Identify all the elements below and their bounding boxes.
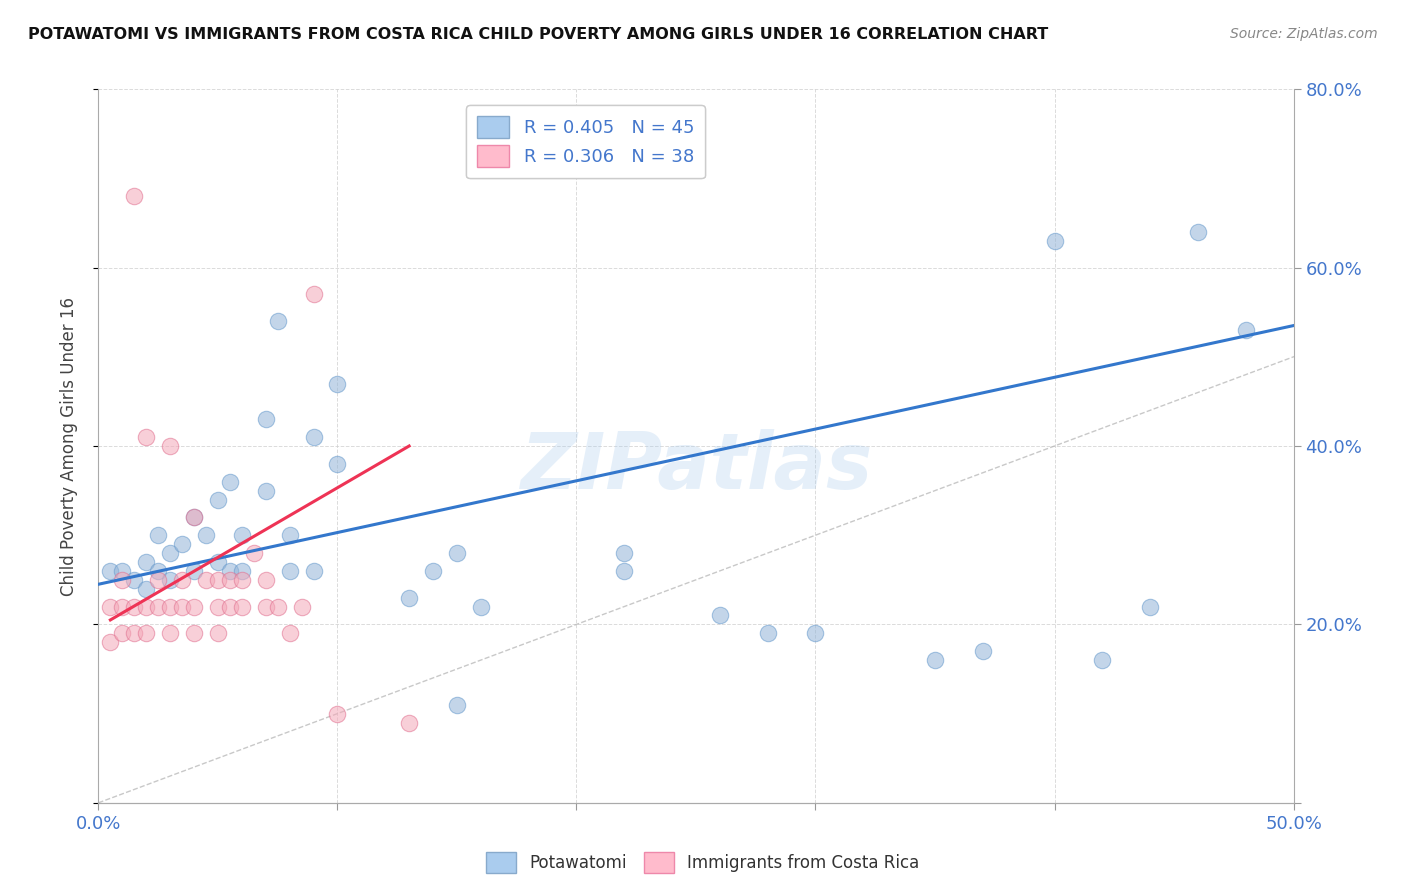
Point bbox=[302, 287, 325, 301]
Point bbox=[278, 528, 301, 542]
Point bbox=[183, 510, 205, 524]
Point bbox=[326, 457, 349, 471]
Point bbox=[98, 635, 122, 649]
Point bbox=[172, 573, 194, 587]
Point bbox=[124, 573, 146, 587]
Point bbox=[172, 537, 194, 551]
Point bbox=[135, 430, 157, 444]
Point bbox=[267, 599, 290, 614]
Point bbox=[194, 528, 218, 542]
Point bbox=[278, 626, 301, 640]
Point bbox=[111, 564, 134, 578]
Point bbox=[1091, 653, 1114, 667]
Point bbox=[135, 626, 157, 640]
Point bbox=[243, 546, 266, 560]
Point bbox=[613, 564, 636, 578]
Point bbox=[326, 706, 349, 721]
Point bbox=[709, 608, 731, 623]
Point bbox=[446, 698, 468, 712]
Y-axis label: Child Poverty Among Girls Under 16: Child Poverty Among Girls Under 16 bbox=[59, 296, 77, 596]
Point bbox=[219, 564, 242, 578]
Point bbox=[231, 528, 253, 542]
Point bbox=[183, 564, 205, 578]
Point bbox=[470, 599, 492, 614]
Point bbox=[111, 573, 134, 587]
Point bbox=[231, 573, 253, 587]
Point bbox=[148, 599, 170, 614]
Point bbox=[398, 715, 420, 730]
Point bbox=[148, 528, 170, 542]
Point bbox=[1187, 225, 1209, 239]
Point bbox=[291, 599, 314, 614]
Point bbox=[613, 546, 636, 560]
Point bbox=[278, 564, 301, 578]
Point bbox=[172, 599, 194, 614]
Point bbox=[111, 626, 134, 640]
Point bbox=[135, 582, 157, 596]
Point bbox=[219, 475, 242, 489]
Point bbox=[135, 555, 157, 569]
Point bbox=[207, 626, 229, 640]
Point bbox=[124, 626, 146, 640]
Point bbox=[98, 599, 122, 614]
Point bbox=[254, 573, 277, 587]
Text: ZIPatlas: ZIPatlas bbox=[520, 429, 872, 506]
Point bbox=[207, 573, 229, 587]
Point bbox=[111, 599, 134, 614]
Point bbox=[159, 573, 181, 587]
Point bbox=[302, 430, 325, 444]
Point bbox=[804, 626, 827, 640]
Point bbox=[398, 591, 420, 605]
Point bbox=[219, 599, 242, 614]
Point bbox=[124, 189, 146, 203]
Point bbox=[254, 412, 277, 426]
Point bbox=[1139, 599, 1161, 614]
Point bbox=[98, 564, 122, 578]
Point bbox=[207, 555, 229, 569]
Point bbox=[219, 573, 242, 587]
Point bbox=[446, 546, 468, 560]
Point bbox=[207, 599, 229, 614]
Text: Source: ZipAtlas.com: Source: ZipAtlas.com bbox=[1230, 27, 1378, 41]
Legend: Potawatomi, Immigrants from Costa Rica: Potawatomi, Immigrants from Costa Rica bbox=[479, 846, 927, 880]
Point bbox=[159, 439, 181, 453]
Point bbox=[1043, 234, 1066, 248]
Point bbox=[159, 626, 181, 640]
Point bbox=[124, 599, 146, 614]
Point bbox=[254, 483, 277, 498]
Text: POTAWATOMI VS IMMIGRANTS FROM COSTA RICA CHILD POVERTY AMONG GIRLS UNDER 16 CORR: POTAWATOMI VS IMMIGRANTS FROM COSTA RICA… bbox=[28, 27, 1049, 42]
Point bbox=[148, 564, 170, 578]
Point bbox=[159, 599, 181, 614]
Point bbox=[231, 599, 253, 614]
Point bbox=[422, 564, 444, 578]
Point bbox=[254, 599, 277, 614]
Point bbox=[302, 564, 325, 578]
Point bbox=[194, 573, 218, 587]
Point bbox=[326, 376, 349, 391]
Point bbox=[972, 644, 994, 658]
Point bbox=[231, 564, 253, 578]
Point bbox=[148, 573, 170, 587]
Legend: R = 0.405   N = 45, R = 0.306   N = 38: R = 0.405 N = 45, R = 0.306 N = 38 bbox=[465, 105, 704, 178]
Point bbox=[159, 546, 181, 560]
Point bbox=[183, 599, 205, 614]
Point bbox=[183, 510, 205, 524]
Point bbox=[207, 492, 229, 507]
Point bbox=[135, 599, 157, 614]
Point bbox=[267, 314, 290, 328]
Point bbox=[183, 626, 205, 640]
Point bbox=[756, 626, 779, 640]
Point bbox=[924, 653, 946, 667]
Point bbox=[1234, 323, 1257, 337]
